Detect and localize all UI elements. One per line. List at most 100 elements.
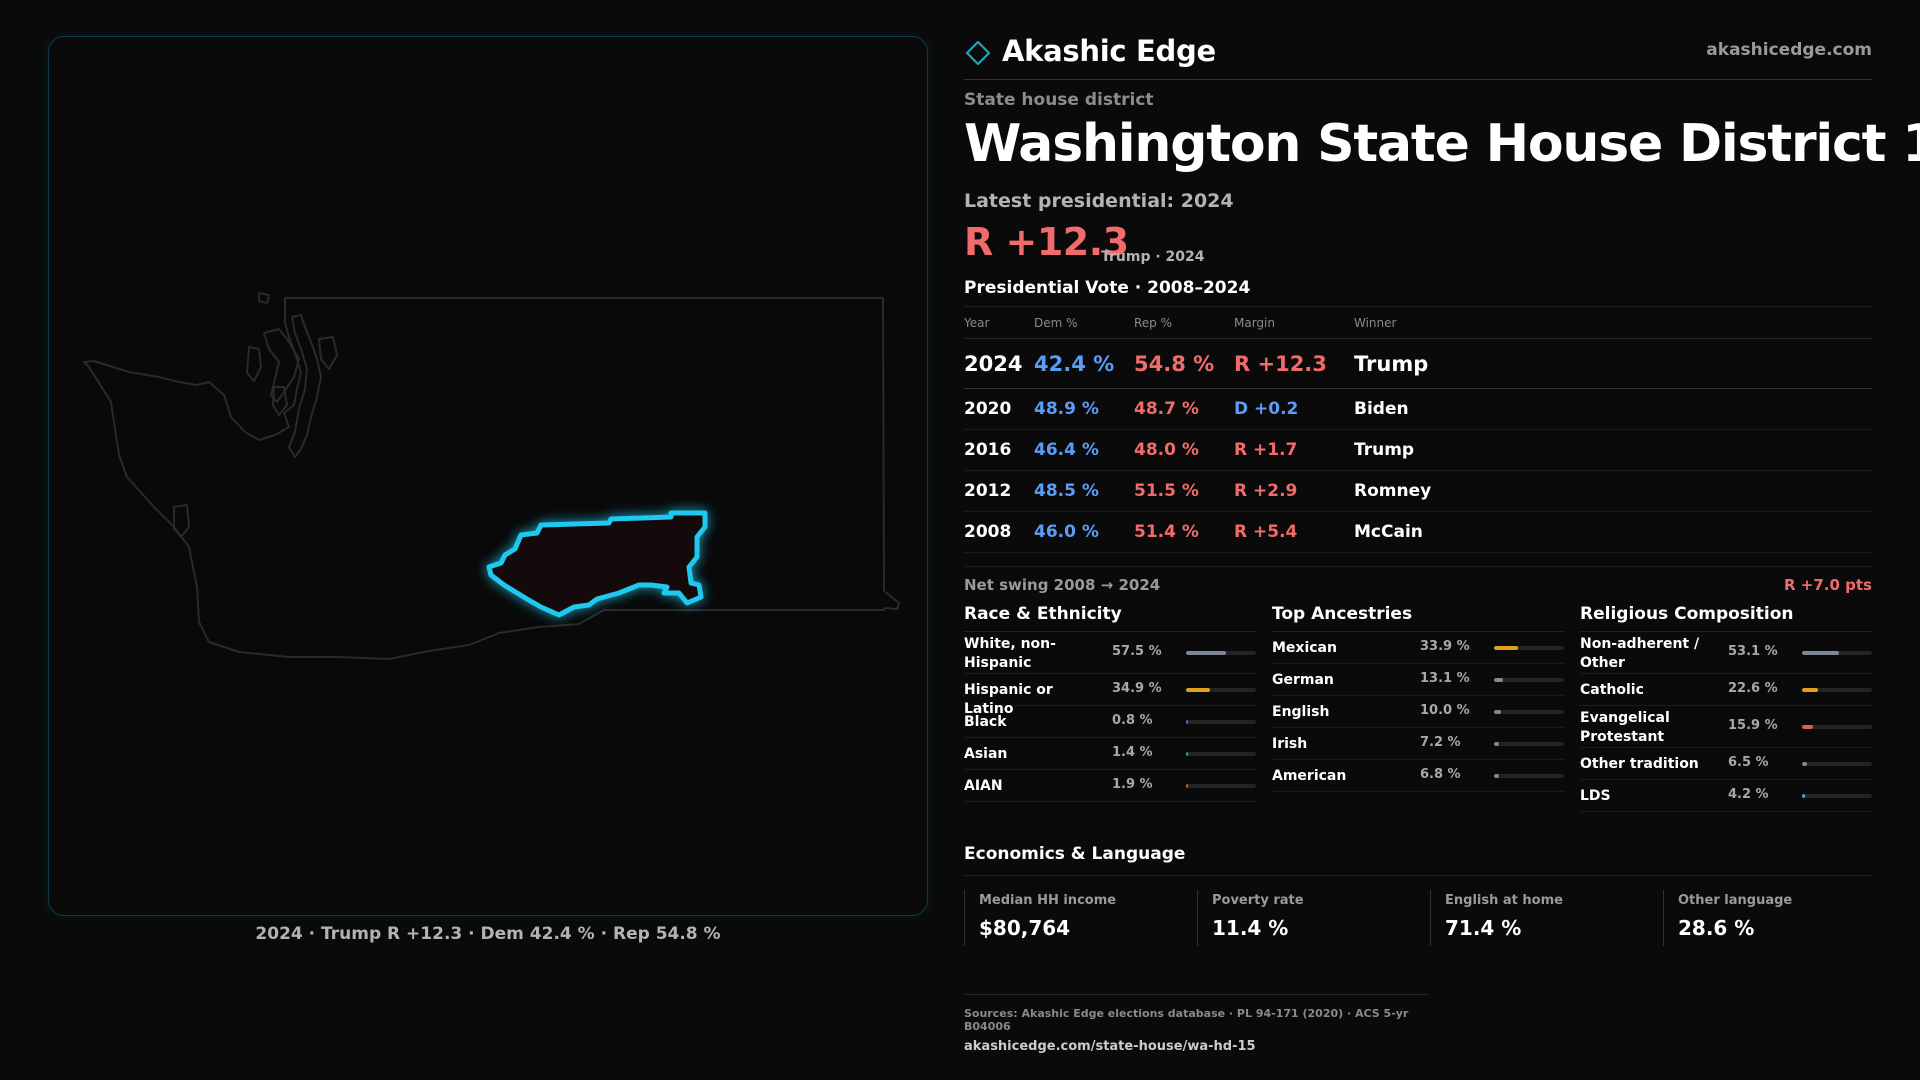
district-type: State house district (964, 90, 1154, 110)
religion-section: Religious Composition Non-adherent / Oth… (1580, 600, 1872, 812)
sources-text: Sources: Akashic Edge elections database… (964, 1007, 1409, 1033)
brand-name: Akashic Edge (1002, 34, 1216, 68)
religion-row-label: Non-adherent / Other (1580, 636, 1700, 671)
page-title: Washington State House District 15 (964, 114, 1920, 174)
ancestry-row-bar-fill (1494, 742, 1500, 746)
race-row-label: Hispanic or Latino (964, 682, 1053, 717)
religion-row: Evangelical Protestant 15.9 % (1580, 706, 1872, 748)
religion-row-label: LDS (1580, 788, 1611, 804)
race-row-bar (1186, 784, 1256, 788)
vote-margin: R +1.7 (1234, 429, 1354, 471)
vote-year: 2012 (964, 470, 1034, 512)
religion-row-bar-fill (1802, 762, 1807, 766)
religion-title: Religious Composition (1580, 600, 1872, 632)
religion-row-bar (1802, 794, 1872, 798)
col-rep: Rep % (1134, 306, 1234, 339)
religion-row-label: Catholic (1580, 682, 1644, 698)
ancestry-row-value: 6.8 % (1420, 767, 1461, 782)
ancestry-row-bar (1494, 646, 1564, 650)
ancestry-row-value: 33.9 % (1420, 639, 1470, 654)
col-winner: Winner (1354, 306, 1872, 339)
ancestry-row: American 6.8 % (1272, 760, 1564, 792)
col-dem: Dem % (1034, 306, 1134, 339)
col-year: Year (964, 306, 1034, 339)
vote-row-2020: 2020 48.9 % 48.7 % D +0.2 Biden (964, 388, 1872, 430)
ancestry-row-bar-fill (1494, 710, 1501, 714)
race-row-bar (1186, 720, 1256, 724)
ancestry-row-value: 13.1 % (1420, 671, 1470, 686)
economics-stat-label: Median HH income (979, 893, 1117, 908)
ancestry-row-bar (1494, 710, 1564, 714)
vote-year: 2024 (964, 338, 1034, 389)
religion-row-bar (1802, 651, 1872, 655)
ancestry-row-label: Mexican (1272, 640, 1337, 656)
net-swing-label: Net swing 2008 → 2024 (964, 576, 1161, 594)
headline-margin: R +12.3 (964, 220, 1129, 264)
district-15-highlight[interactable] (486, 510, 708, 618)
economics-stat: Median HH income $80,764 (964, 890, 1184, 946)
vote-winner: McCain (1354, 511, 1872, 553)
religion-row: Other tradition 6.5 % (1580, 748, 1872, 780)
district-map[interactable] (49, 37, 928, 916)
religion-row-bar-fill (1802, 794, 1805, 798)
vote-margin: D +0.2 (1234, 388, 1354, 430)
ancestry-row: Mexican 33.9 % (1272, 632, 1564, 664)
vote-dem-share: 42.4 % (1034, 338, 1134, 389)
economics-stat-value: $80,764 (979, 916, 1071, 940)
footer: Sources: Akashic Edge elections database… (964, 994, 1429, 1054)
vote-dem-share: 46.0 % (1034, 511, 1134, 553)
vote-row-2012: 2012 48.5 % 51.5 % R +2.9 Romney (964, 470, 1872, 512)
brand-header: Akashic Edge akashicedge.com (964, 32, 1872, 80)
vote-year: 2008 (964, 511, 1034, 553)
race-row-bar-fill (1186, 784, 1189, 788)
race-row-label: Black (964, 714, 1007, 730)
vote-dem-share: 48.9 % (1034, 388, 1134, 430)
religion-row: Non-adherent / Other 53.1 % (1580, 632, 1872, 674)
ancestry-row-label: American (1272, 768, 1347, 784)
page-link[interactable]: akashicedge.com/state-house/wa-hd-15 (964, 1039, 1256, 1054)
religion-row-value: 15.9 % (1728, 718, 1778, 733)
vote-dem-share: 48.5 % (1034, 470, 1134, 512)
economics-stat: Other language 28.6 % (1663, 890, 1883, 946)
religion-row-bar-fill (1802, 651, 1840, 655)
ancestry-section: Top Ancestries Mexican 33.9 % German 13.1 %… (1272, 600, 1564, 792)
ancestry-row-bar-fill (1494, 678, 1504, 682)
vote-rep-share: 54.8 % (1134, 338, 1234, 389)
details-panel: Akashic Edge akashicedge.com State house… (964, 0, 1920, 1080)
vote-margin: R +2.9 (1234, 470, 1354, 512)
economics-stat-label: Poverty rate (1212, 893, 1304, 908)
vote-year: 2016 (964, 429, 1034, 471)
ancestry-row-bar-fill (1494, 646, 1518, 650)
economics-stat-value: 11.4 % (1212, 916, 1289, 940)
vote-winner: Biden (1354, 388, 1872, 430)
religion-row: LDS 4.2 % (1580, 780, 1872, 812)
diamond-logo-icon (966, 41, 990, 65)
economics-stat-label: Other language (1678, 893, 1793, 908)
religion-row-value: 4.2 % (1728, 787, 1769, 802)
vote-margin: R +12.3 (1234, 338, 1354, 389)
brand-url-link[interactable]: akashicedge.com (1706, 40, 1872, 60)
religion-row-value: 6.5 % (1728, 755, 1769, 770)
race-row-bar (1186, 752, 1256, 756)
ancestry-row-bar (1494, 742, 1564, 746)
race-row-bar-fill (1186, 688, 1211, 692)
religion-row-label: Evangelical Protestant (1580, 710, 1670, 745)
presidential-vote-table: Year Dem % Rep % Margin Winner 2024 42.4 … (964, 306, 1872, 553)
race-row: Hispanic or Latino 34.9 % (964, 674, 1256, 717)
race-row-bar-fill (1186, 720, 1189, 724)
economics-stat-label: English at home (1445, 893, 1563, 908)
economics-stat-value: 28.6 % (1678, 916, 1755, 940)
ancestry-row: German 13.1 % (1272, 664, 1564, 696)
race-row-value: 1.4 % (1112, 745, 1153, 760)
ancestry-row-bar (1494, 774, 1564, 778)
ancestry-row-value: 10.0 % (1420, 703, 1470, 718)
race-row-label: White, non-Hispanic (964, 636, 1056, 671)
race-row: AIAN 1.9 % (964, 770, 1256, 802)
economics-stat: Poverty rate 11.4 % (1197, 890, 1417, 946)
vote-rep-share: 51.5 % (1134, 470, 1234, 512)
religion-row-bar (1802, 725, 1872, 729)
vote-rep-share: 48.0 % (1134, 429, 1234, 471)
race-row-bar (1186, 651, 1256, 655)
race-row-value: 34.9 % (1112, 681, 1162, 696)
map-panel[interactable] (48, 36, 928, 916)
